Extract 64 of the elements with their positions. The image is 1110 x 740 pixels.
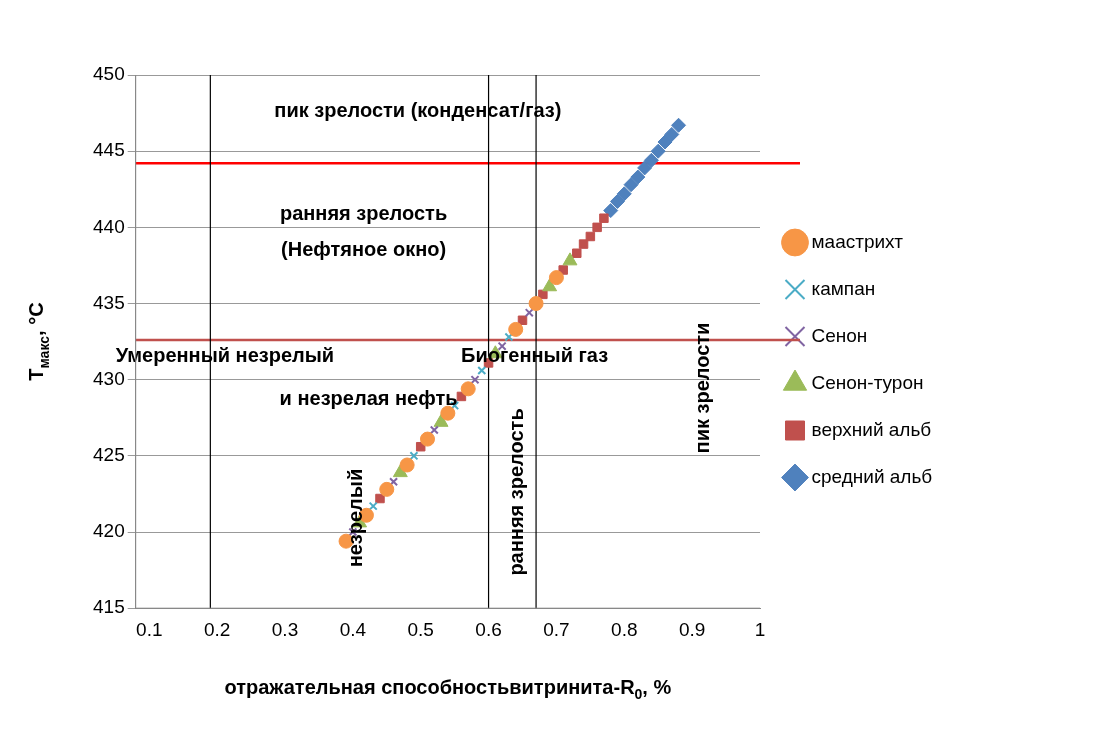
legend-label: кампан bbox=[811, 277, 876, 299]
y-tick-label: 435 bbox=[93, 291, 125, 313]
point bbox=[616, 186, 632, 202]
point bbox=[379, 481, 395, 497]
point bbox=[508, 321, 524, 337]
point bbox=[504, 332, 514, 342]
x-tick-label: 0.3 bbox=[271, 618, 299, 640]
legend-label: средний альб bbox=[811, 465, 933, 487]
y-tick-label: 445 bbox=[93, 139, 125, 161]
point bbox=[630, 169, 646, 185]
x-tick-label: 0.4 bbox=[339, 618, 367, 640]
point bbox=[528, 296, 544, 312]
x-tick-label: 0.7 bbox=[543, 618, 570, 640]
y-tick-label: 450 bbox=[93, 63, 125, 85]
annotation: незрелый bbox=[343, 468, 366, 568]
point bbox=[637, 160, 653, 176]
point bbox=[409, 451, 419, 461]
point bbox=[429, 425, 439, 435]
point bbox=[592, 222, 602, 233]
x-tick-label: 0.2 bbox=[203, 618, 231, 640]
x-tick-label: 0.6 bbox=[475, 618, 502, 640]
legend-label: Сенон bbox=[811, 324, 868, 346]
annotation: ранняя зрелость (Нефтяное окно) bbox=[279, 201, 448, 260]
point bbox=[517, 315, 528, 326]
x-tick-label: 0.8 bbox=[611, 618, 638, 640]
y-tick-label: 420 bbox=[93, 520, 125, 542]
point bbox=[460, 381, 476, 397]
point bbox=[399, 457, 415, 473]
y-tick-label: 430 bbox=[93, 367, 125, 389]
y-tick-label: 440 bbox=[93, 215, 125, 237]
point bbox=[562, 252, 578, 266]
x-tick-label: 0.5 bbox=[407, 618, 434, 640]
legend-label: маастрихт bbox=[811, 230, 904, 252]
point bbox=[623, 177, 639, 193]
point bbox=[585, 231, 596, 242]
x-tick-label: 0.9 bbox=[678, 618, 706, 640]
point bbox=[524, 308, 534, 318]
point bbox=[643, 152, 659, 168]
point bbox=[572, 248, 582, 258]
annotation: и незрелая нефть bbox=[279, 386, 458, 409]
point bbox=[477, 366, 487, 376]
point bbox=[578, 239, 589, 249]
point bbox=[650, 143, 666, 159]
annotation: пик зрелости bbox=[691, 322, 714, 454]
point bbox=[671, 117, 687, 133]
point bbox=[538, 289, 548, 300]
x-tick-label: 0.1 bbox=[136, 618, 163, 640]
annotation: ранняя зрелость bbox=[504, 408, 527, 576]
point bbox=[599, 213, 609, 223]
y-tick-label: 415 bbox=[93, 596, 125, 618]
point bbox=[375, 493, 385, 504]
y-tick-label: 425 bbox=[93, 444, 125, 466]
point bbox=[542, 278, 558, 292]
point bbox=[368, 501, 378, 511]
legend-label: Сенон-турон bbox=[811, 371, 924, 393]
point bbox=[603, 203, 619, 219]
point bbox=[419, 431, 435, 447]
legend-label: верхний альб bbox=[811, 418, 932, 440]
point bbox=[664, 126, 680, 142]
point bbox=[548, 270, 564, 286]
point bbox=[470, 375, 480, 385]
point bbox=[389, 477, 399, 487]
x-tick-label: 1 bbox=[754, 618, 766, 640]
y-axis-title: Tмакс, °C bbox=[25, 302, 52, 381]
